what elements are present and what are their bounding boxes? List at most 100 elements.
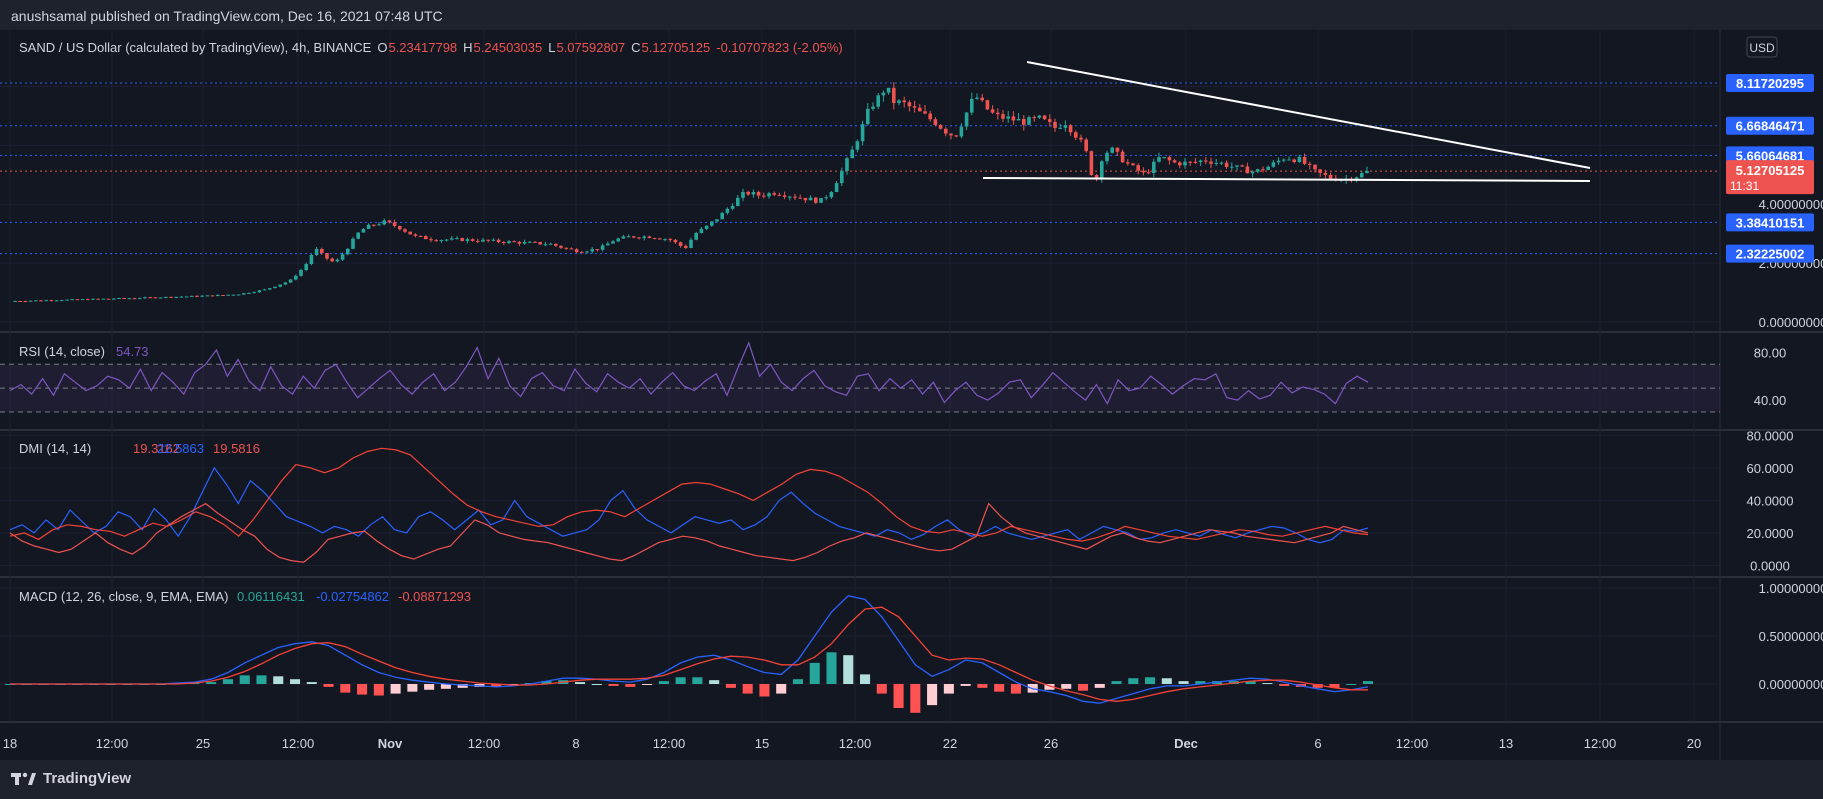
candle-body	[340, 254, 345, 260]
macd-histogram-bar	[424, 684, 435, 690]
candle-body	[871, 106, 875, 109]
dmi-value: 19.3162	[133, 441, 180, 456]
candle-body	[1126, 162, 1130, 164]
dmi-axis-label: 0.0000	[1750, 558, 1790, 573]
price-level-value: 2.32225002	[1736, 247, 1805, 262]
candle-body	[392, 222, 397, 226]
candle-body	[637, 237, 641, 239]
candle-body	[460, 238, 464, 242]
dmi-axis-label: 80.0000	[1747, 428, 1794, 443]
tradingview-logo[interactable]: TradingView	[11, 770, 131, 787]
candle-body	[959, 126, 964, 137]
candle-body	[834, 183, 839, 193]
macd-histogram-bar	[809, 662, 820, 684]
macd-histogram-bar	[759, 684, 770, 697]
candle-body	[309, 254, 314, 265]
candle-body	[1328, 174, 1333, 179]
candle-body	[746, 191, 750, 195]
dmi-value: 22.5863	[157, 441, 204, 456]
candle-body	[710, 221, 714, 226]
candle-body	[1094, 175, 1099, 179]
candle-body	[1183, 161, 1187, 166]
rsi-value: 54.73	[116, 344, 149, 359]
candle-body	[351, 238, 355, 249]
candle-body	[1152, 161, 1156, 174]
candle-body	[954, 135, 958, 137]
candle-body	[143, 297, 147, 299]
candle-body	[808, 197, 813, 201]
x-tick-label: 26	[1044, 736, 1058, 751]
candle-body	[434, 240, 438, 242]
candle-body	[465, 239, 470, 242]
x-tick-label: 20	[1687, 736, 1701, 751]
candle-body	[1297, 156, 1302, 163]
candle-body	[205, 295, 210, 297]
candle-body	[288, 279, 293, 283]
macd-histogram-bar	[792, 679, 804, 684]
rsi-line	[9, 341, 1369, 406]
candle-body	[632, 236, 636, 238]
candle-body	[777, 194, 782, 196]
last-price-badge	[1726, 160, 1814, 195]
macd-histogram-bar	[1128, 678, 1139, 684]
candle-body	[1068, 125, 1073, 133]
macd-histogram-bar	[1346, 684, 1357, 685]
candle-body	[1006, 116, 1010, 119]
candle-body	[1250, 171, 1255, 174]
candle-body	[294, 275, 298, 280]
candle-body	[772, 193, 776, 195]
ohlc-key: L	[548, 40, 555, 55]
candle-body	[179, 296, 184, 298]
macd-histogram-bar	[357, 684, 368, 695]
last-price-value: 5.12705125	[1736, 163, 1805, 178]
candle-body	[694, 232, 698, 240]
candle-body	[1037, 115, 1042, 118]
candle-body	[933, 119, 938, 125]
macd-histogram-bar	[1094, 684, 1105, 688]
macd-histogram-bar	[1329, 684, 1340, 688]
dmi-line-1	[9, 502, 1369, 563]
macd-histogram-bar	[642, 684, 653, 685]
ohlc-value: 5.12705125	[642, 40, 711, 55]
candle-body	[793, 196, 797, 198]
candle-body	[325, 253, 329, 259]
macd-axis-label: 0.00000000	[1759, 677, 1823, 692]
candle-body	[741, 191, 745, 198]
candle-body	[1115, 147, 1120, 152]
candle-body	[1271, 162, 1276, 167]
macd-histogram-bar	[1111, 681, 1122, 684]
currency-label: USD	[1749, 41, 1775, 55]
candle-body	[216, 294, 220, 297]
candle-body	[912, 106, 917, 108]
x-tick-label: 18	[3, 736, 17, 751]
bar-countdown: 11:31	[1730, 179, 1759, 193]
candle-body	[892, 87, 896, 104]
macd-value: -0.08871293	[398, 589, 471, 604]
candle-body	[684, 245, 688, 248]
candle-body	[829, 192, 834, 198]
macd-histogram-bar	[1010, 684, 1021, 694]
candle-body	[538, 242, 542, 245]
candle-body	[34, 300, 38, 302]
candle-body	[845, 158, 849, 171]
price-axis-label: 0.00000000	[1759, 315, 1823, 330]
candle-body	[1235, 165, 1239, 167]
candle-body	[1282, 159, 1286, 161]
candle-body	[964, 112, 969, 127]
candle-body	[918, 107, 922, 112]
candle-body	[938, 124, 943, 129]
candle-body	[153, 297, 158, 299]
macd-histogram-bar	[776, 684, 787, 694]
candle-body	[1027, 117, 1031, 125]
candle-body	[751, 192, 756, 195]
x-tick-label: 12:00	[1396, 736, 1429, 751]
candle-body	[1162, 157, 1166, 159]
candle-body	[767, 193, 771, 197]
candle-body	[606, 243, 610, 246]
candle-body	[158, 297, 163, 299]
candle-body	[1318, 169, 1322, 173]
price-level-value: 8.11720295	[1736, 76, 1804, 91]
candle-body	[517, 241, 522, 244]
candle-body	[314, 248, 319, 255]
